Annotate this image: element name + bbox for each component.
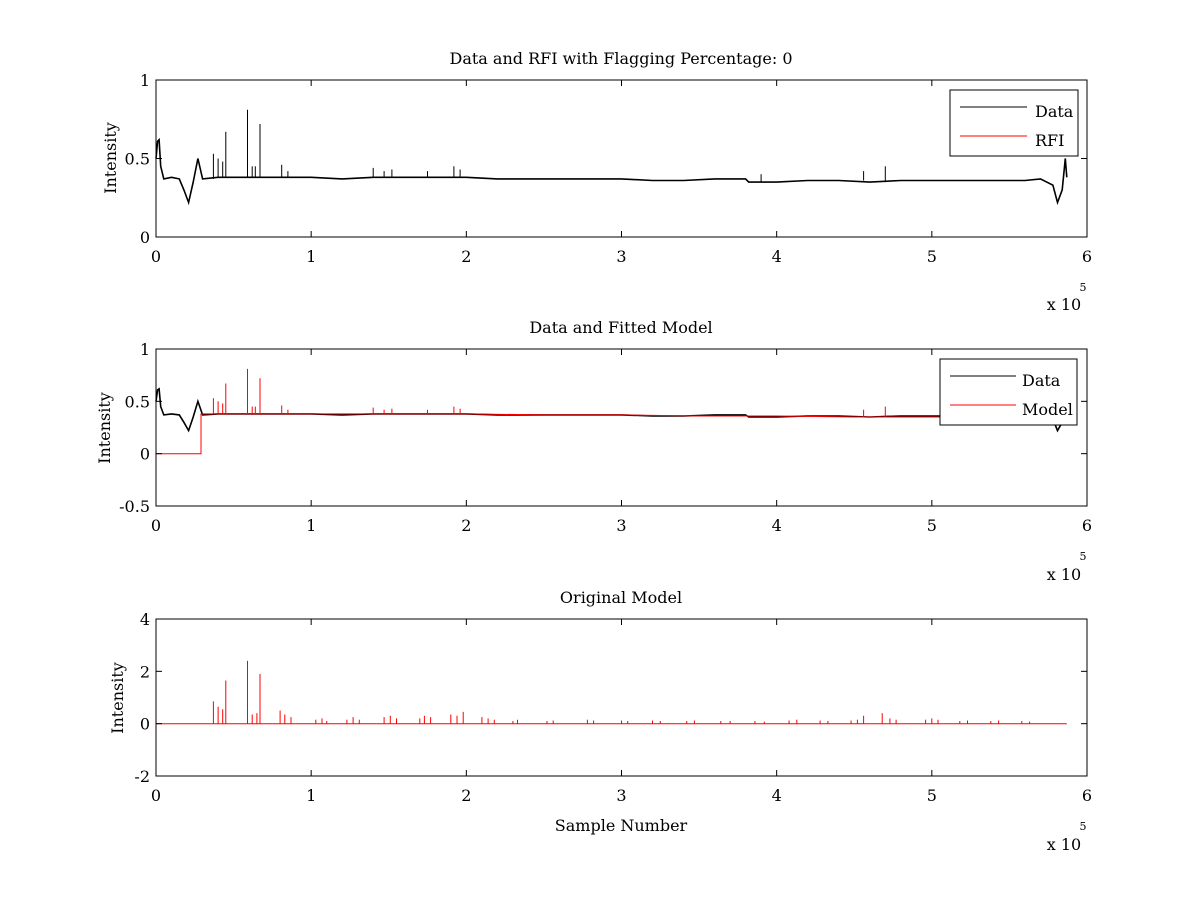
series-line — [155, 137, 1068, 206]
y-axis-label: Intensity — [95, 392, 114, 464]
x-tick-label: 6 — [1082, 516, 1092, 535]
y-tick-label: 0.5 — [125, 392, 150, 411]
tick-layer: 0 1 2 3 4 5 6-0.500.51 — [119, 340, 1092, 535]
x-tick-label: 5 — [927, 247, 937, 266]
subplot-title: Data and Fitted Model — [529, 318, 712, 337]
x-tick-label: 1 — [306, 516, 316, 535]
y-tick-label: -2 — [134, 767, 150, 786]
y-tick-label: 4 — [140, 610, 150, 629]
legend-box — [939, 358, 1078, 426]
x-tick-label: 1 — [306, 786, 316, 805]
x-tick-label: 4 — [772, 247, 782, 266]
y-tick-label: -0.5 — [119, 497, 150, 516]
series-layer — [156, 660, 1067, 725]
legend-label-rfi: RFI — [1035, 131, 1064, 150]
legend-label-model: Model — [1022, 400, 1073, 419]
x-tick-label: 0 — [151, 786, 161, 805]
y-tick-label: 0.5 — [125, 150, 150, 169]
legend-box — [949, 89, 1079, 157]
subplot-fitted-model: Data and Fitted Model Intensity 0 1 2 3 4 5 6 -… — [95, 318, 1092, 584]
x-tick-label: 5 — [927, 516, 937, 535]
x-axis-label: Sample Number — [555, 816, 688, 835]
x-tick-label: 2 — [461, 516, 471, 535]
x-multiplier-exponent: 5 — [1080, 550, 1087, 563]
subplot-data-rfi: Data and RFI with Flagging Percentage: 0… — [101, 49, 1092, 314]
y-axis-label: Intensity — [108, 662, 127, 734]
x-tick-label: 0 — [151, 516, 161, 535]
x-multiplier-label: x 10 — [1047, 295, 1081, 314]
x-tick-label: 4 — [772, 516, 782, 535]
x-tick-label: 6 — [1082, 786, 1092, 805]
x-multiplier-exponent: 5 — [1080, 820, 1087, 833]
tick-layer: 0 1 2 3 4 5 6 0 0.5 1 — [125, 71, 1093, 266]
x-multiplier-exponent: 5 — [1080, 281, 1087, 294]
y-tick-label: 1 — [140, 71, 150, 90]
y-tick-label: 0 — [140, 715, 150, 734]
y-axis-label: Intensity — [101, 122, 120, 194]
x-tick-label: 2 — [461, 247, 471, 266]
x-multiplier-label: x 10 — [1047, 565, 1081, 584]
y-tick-label: 2 — [140, 662, 150, 681]
x-tick-label: 0 — [151, 247, 161, 266]
subplot-title: Data and RFI with Flagging Percentage: 0 — [449, 49, 792, 68]
x-tick-label: 1 — [306, 247, 316, 266]
legend-label-data: Data — [1035, 102, 1074, 121]
legend: Data Model — [939, 358, 1078, 426]
x-multiplier-label: x 10 — [1047, 835, 1081, 854]
legend: Data RFI — [949, 89, 1079, 157]
legend-label-data: Data — [1022, 371, 1061, 390]
x-tick-label: 3 — [616, 786, 626, 805]
y-tick-label: 0 — [140, 228, 150, 247]
x-tick-label: 5 — [927, 786, 937, 805]
subplot-title: Original Model — [560, 588, 682, 607]
y-tick-label: 0 — [140, 445, 150, 464]
series-layer — [155, 109, 1068, 206]
x-tick-label: 6 — [1082, 247, 1092, 266]
x-tick-label: 2 — [461, 786, 471, 805]
x-tick-label: 4 — [772, 786, 782, 805]
y-tick-label: 1 — [140, 340, 150, 359]
x-tick-label: 3 — [616, 247, 626, 266]
x-tick-label: 3 — [616, 516, 626, 535]
series-line — [156, 413, 1067, 455]
